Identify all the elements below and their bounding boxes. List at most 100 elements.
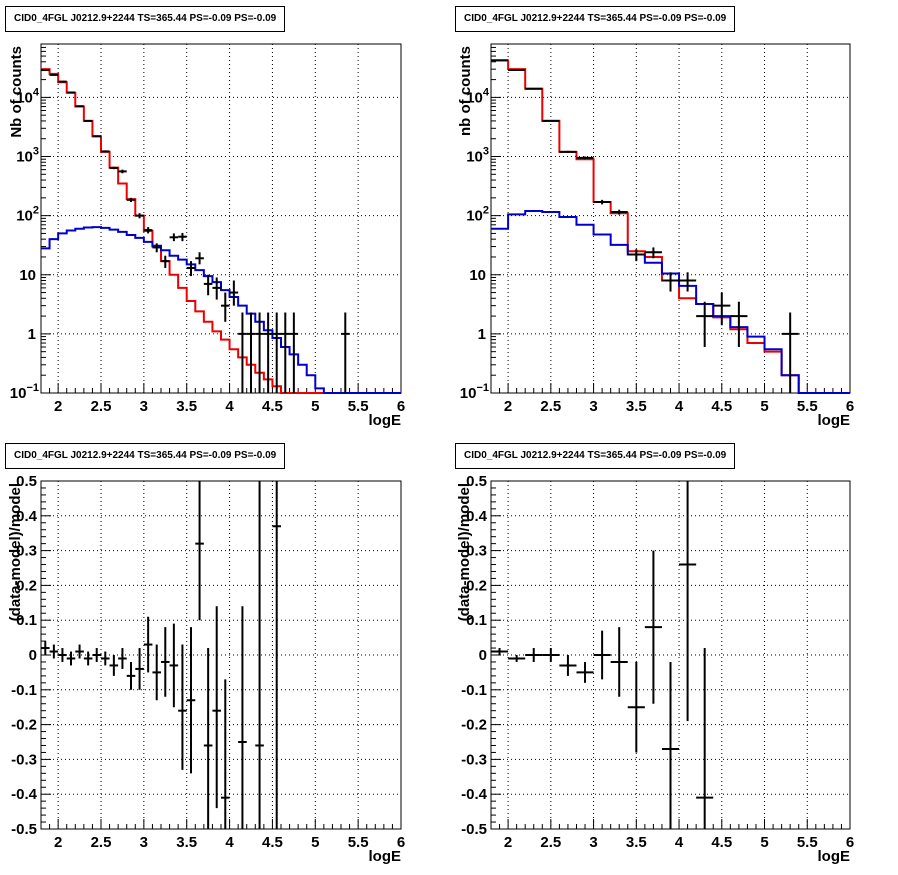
- data-point: [289, 312, 299, 393]
- y-tick-label: -0.5: [11, 821, 37, 838]
- data-point: [135, 213, 144, 219]
- x-tick-label: 5: [760, 398, 768, 415]
- data-point: [135, 648, 144, 690]
- data-point: [272, 481, 281, 829]
- y-tick-label: 104: [466, 86, 490, 106]
- data-point: [559, 150, 577, 153]
- plot-title: CID0_4FGL J0212.9+2244 TS=365.44 PS=-0.0…: [455, 6, 736, 32]
- data-points: [491, 59, 799, 393]
- x-tick-label: 5.5: [797, 834, 818, 851]
- data-point: [221, 292, 230, 322]
- data-point: [576, 661, 594, 683]
- data-point: [542, 119, 560, 122]
- data-points: [491, 481, 714, 829]
- data-point: [525, 87, 543, 90]
- data-point: [109, 166, 119, 170]
- series-line: [491, 59, 850, 394]
- x-tick-label: 3.5: [176, 834, 197, 851]
- data-points: [41, 481, 281, 829]
- data-point: [221, 679, 230, 829]
- data-point: [101, 651, 110, 666]
- y-axis-label: (data-model)/model: [7, 483, 24, 621]
- data-point: [610, 209, 628, 215]
- y-tick-label: 1: [28, 326, 36, 343]
- y-tick-label: -0.4: [11, 786, 38, 803]
- y-axis-label: Nb of counts: [8, 46, 25, 138]
- data-point: [610, 627, 628, 697]
- data-point: [75, 105, 84, 108]
- data-point: [203, 274, 213, 296]
- y-tick-label: 0.4: [466, 508, 488, 525]
- data-point: [143, 616, 153, 673]
- data-point: [730, 301, 748, 347]
- y-tick-label: 102: [16, 205, 39, 225]
- data-point: [161, 255, 170, 269]
- x-tick-label: 3: [140, 834, 148, 851]
- x-tick-label: 3.5: [176, 398, 197, 415]
- data-point: [92, 135, 101, 138]
- y-tick-label: -0.2: [461, 717, 487, 734]
- data-point: [66, 91, 76, 94]
- series-line: [41, 68, 401, 394]
- series-line: [41, 226, 401, 394]
- x-tick-label: 2.5: [540, 834, 561, 851]
- y-tick-label: 0.3: [16, 543, 37, 560]
- y-tick-label: -0.3: [461, 751, 487, 768]
- axis-ticks: [40, 480, 402, 830]
- x-tick-label: 6: [397, 834, 405, 851]
- data-point: [41, 641, 50, 655]
- x-tick-label: 5: [760, 834, 768, 851]
- data-point: [92, 648, 101, 662]
- y-tick-label: 0: [479, 647, 487, 664]
- y-tick-label: -0.3: [11, 751, 37, 768]
- counts-plot-left: 2 2.5 3 3.5 4 4.5 5 5.5 6 10−1 1 10 102 103 104 logE Nb …: [8, 43, 405, 429]
- data-point: [593, 199, 611, 205]
- counts-plot-right: 2 2.5 3 3.5 4 4.5 5 5.5 6 10−1 1 10 102 103 104 logE nb …: [457, 43, 854, 429]
- y-tick-label: 103: [466, 146, 489, 166]
- x-tick-label: 2.5: [91, 834, 112, 851]
- counts-pad-left: CID0_4FGL J0212.9+2244 TS=365.44 PS=-0.0…: [0, 0, 449, 437]
- y-axis-label: nb of counts: [457, 46, 474, 136]
- y-tick-label: 10−1: [460, 382, 489, 402]
- data-point: [238, 312, 247, 393]
- data-point: [696, 648, 714, 829]
- data-point: [152, 644, 161, 701]
- axis-ticks: [490, 43, 851, 394]
- residual-pad-right: CID0_4FGL J0212.9+2244 TS=365.44 PS=-0.0…: [449, 437, 898, 875]
- data-point: [255, 312, 264, 393]
- x-tick-label: 4.5: [262, 834, 283, 851]
- y-tick-label: 0: [29, 647, 37, 664]
- y-tick-label: -0.1: [11, 682, 37, 699]
- y-tick-label: -0.5: [461, 821, 487, 838]
- x-tick-label: 4: [675, 398, 684, 415]
- data-point: [281, 312, 290, 393]
- data-point: [118, 648, 127, 669]
- data-point: [576, 156, 594, 160]
- data-point: [508, 69, 526, 72]
- data-point: [178, 644, 187, 770]
- data-point: [203, 648, 213, 829]
- data-point: [679, 481, 697, 722]
- y-tick-label: -0.1: [461, 682, 487, 699]
- x-tick-label: 6: [846, 398, 854, 415]
- data-point: [152, 243, 161, 253]
- counts-pad-right: CID0_4FGL J0212.9+2244 TS=365.44 PS=-0.0…: [449, 0, 898, 437]
- y-tick-label: 102: [466, 205, 489, 225]
- data-point: [169, 623, 179, 708]
- x-tick-label: 5.5: [348, 834, 369, 851]
- data-point: [178, 232, 187, 242]
- data-point: [542, 648, 560, 662]
- y-tick-label: 0.2: [16, 577, 37, 594]
- plot-title: CID0_4FGL J0212.9+2244 TS=365.44 PS=-0.0…: [455, 443, 736, 469]
- y-tick-label: -0.2: [11, 717, 37, 734]
- data-point: [508, 655, 526, 662]
- data-point: [212, 606, 221, 809]
- data-point: [696, 301, 714, 347]
- data-point: [195, 481, 204, 621]
- data-point: [109, 655, 119, 676]
- x-tick-label: 3: [589, 398, 597, 415]
- x-axis-label: logE: [818, 412, 851, 429]
- data-point: [238, 606, 247, 829]
- x-axis-label: logE: [369, 848, 402, 865]
- data-point: [627, 249, 645, 262]
